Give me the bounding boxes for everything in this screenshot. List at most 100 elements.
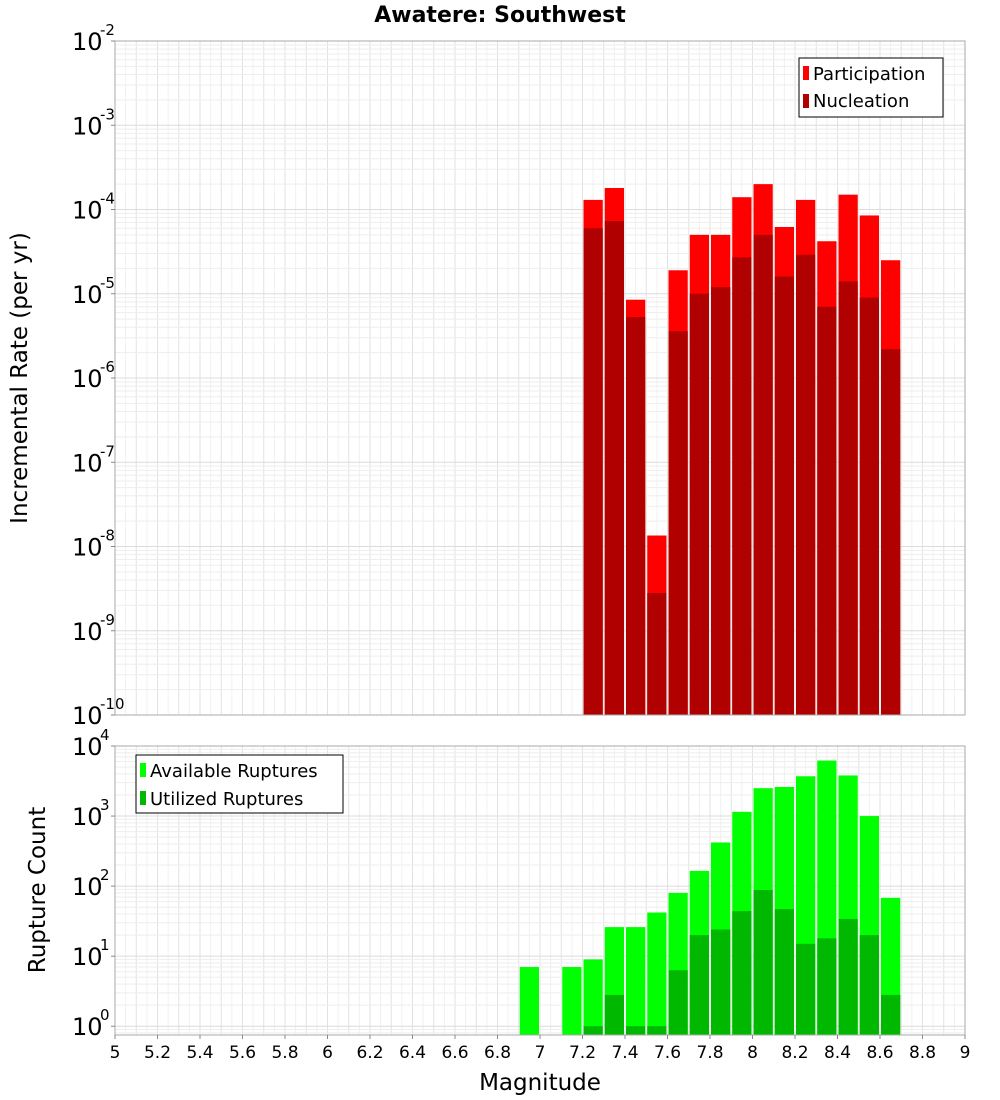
legend-utilized-label: Utilized Ruptures bbox=[150, 789, 303, 810]
x-tick-label: 8.4 bbox=[824, 1043, 851, 1063]
bottom-utilized-ruptures-bar bbox=[689, 935, 709, 1035]
y-tick-base: 10 bbox=[72, 449, 103, 477]
y-tick-exponent: -7 bbox=[100, 442, 115, 460]
y-tick-base: 10 bbox=[72, 803, 103, 831]
x-tick-label: 5.2 bbox=[144, 1043, 171, 1063]
top-nucleation-bar bbox=[838, 281, 858, 715]
bottom-utilized-ruptures-bar bbox=[647, 1026, 667, 1035]
bottom-bars bbox=[519, 760, 901, 1035]
bottom-utilized-ruptures-bar bbox=[796, 943, 816, 1035]
bottom-legend: Available Ruptures Utilized Ruptures bbox=[135, 754, 344, 814]
y-tick-exponent: -10 bbox=[100, 695, 125, 713]
x-tick-label: 7.4 bbox=[611, 1043, 638, 1063]
y-tick-base: 10 bbox=[72, 365, 103, 393]
legend-utilized-swatch bbox=[140, 791, 146, 805]
top-legend: Participation Nucleation bbox=[798, 57, 944, 118]
y-tick-label: 103 bbox=[72, 796, 115, 831]
x-tick-label: 7.6 bbox=[654, 1043, 681, 1063]
x-tick-label: 8.2 bbox=[781, 1043, 808, 1063]
top-nucleation-bar bbox=[774, 276, 794, 715]
y-tick-label: 10-7 bbox=[72, 442, 115, 477]
top-nucleation-bar bbox=[859, 297, 879, 715]
x-tick-label: 8.8 bbox=[909, 1043, 936, 1063]
x-tick-label: 7 bbox=[535, 1043, 546, 1063]
x-tick-label: 8 bbox=[747, 1043, 758, 1063]
y-tick-base: 10 bbox=[72, 618, 103, 646]
y-tick-base: 10 bbox=[72, 873, 103, 901]
legend-nucleation-swatch bbox=[803, 94, 809, 108]
x-tick-label: 5 bbox=[110, 1043, 121, 1063]
chart-title: Awatere: Southwest bbox=[374, 3, 626, 28]
top-nucleation-bar bbox=[626, 316, 646, 715]
y-tick-exponent: 0 bbox=[100, 1006, 110, 1024]
top-nucleation-bar bbox=[796, 254, 816, 715]
y-tick-label: 104 bbox=[72, 726, 115, 761]
y-tick-label: 100 bbox=[72, 1006, 115, 1041]
x-tick-label: 5.6 bbox=[229, 1043, 256, 1063]
x-tick-label: 6.4 bbox=[399, 1043, 426, 1063]
x-tick-label: 6 bbox=[322, 1043, 333, 1063]
top-nucleation-bar bbox=[647, 593, 667, 715]
top-nucleation-bar bbox=[732, 257, 752, 715]
bottom-utilized-ruptures-bar bbox=[604, 994, 624, 1035]
bottom-utilized-ruptures-bar bbox=[817, 938, 837, 1035]
top-gridlines bbox=[114, 40, 966, 716]
bottom-available-ruptures-bar bbox=[626, 927, 646, 1035]
y-tick-base: 10 bbox=[72, 943, 103, 971]
y-tick-base: 10 bbox=[72, 197, 103, 225]
top-nucleation-bar bbox=[689, 293, 709, 715]
x-tick-label: 5.8 bbox=[271, 1043, 298, 1063]
bottom-available-ruptures-bar bbox=[647, 912, 667, 1035]
y-tick-exponent: -8 bbox=[100, 527, 115, 545]
y-tick-exponent: 1 bbox=[100, 936, 110, 954]
y-tick-label: 101 bbox=[72, 936, 115, 971]
legend-nucleation-label: Nucleation bbox=[813, 91, 909, 112]
bottom-utilized-ruptures-bar bbox=[859, 935, 879, 1035]
bottom-utilized-ruptures-bar bbox=[753, 890, 773, 1035]
y-tick-exponent: -5 bbox=[100, 274, 115, 292]
legend-participation-swatch bbox=[803, 66, 809, 80]
y-tick-label: 10-10 bbox=[72, 695, 125, 730]
bottom-y-axis-label: Rupture Count bbox=[25, 807, 51, 973]
x-tick-label: 9 bbox=[960, 1043, 971, 1063]
bottom-utilized-ruptures-bar bbox=[838, 918, 858, 1035]
top-nucleation-bar bbox=[881, 349, 901, 715]
x-axis-label: Magnitude bbox=[479, 1070, 601, 1096]
x-tick-label: 7.2 bbox=[569, 1043, 596, 1063]
top-nucleation-bar bbox=[753, 234, 773, 716]
top-nucleation-bar bbox=[604, 221, 624, 715]
top-bars bbox=[583, 184, 901, 716]
bottom-available-ruptures-bar bbox=[583, 959, 603, 1035]
legend-available-swatch bbox=[140, 763, 146, 777]
y-tick-label: 10-9 bbox=[72, 611, 115, 646]
x-tick-label: 5.4 bbox=[186, 1043, 213, 1063]
y-tick-exponent: -9 bbox=[100, 611, 115, 629]
bottom-available-ruptures-bar bbox=[562, 967, 582, 1035]
bottom-utilized-ruptures-bar bbox=[626, 1026, 646, 1035]
x-tick-label: 7.8 bbox=[696, 1043, 723, 1063]
top-y-axis-label: Incremental Rate (per yr) bbox=[7, 232, 33, 524]
top-nucleation-bar bbox=[711, 287, 731, 715]
y-tick-base: 10 bbox=[72, 733, 103, 761]
y-tick-base: 10 bbox=[72, 112, 103, 140]
bottom-utilized-ruptures-bar bbox=[583, 1026, 603, 1035]
x-tick-label: 6.2 bbox=[356, 1043, 383, 1063]
top-nucleation-bar bbox=[668, 331, 688, 715]
y-tick-label: 10-5 bbox=[72, 274, 115, 309]
bottom-utilized-ruptures-bar bbox=[668, 970, 688, 1035]
y-tick-label: 102 bbox=[72, 866, 115, 901]
y-tick-base: 10 bbox=[72, 28, 103, 56]
y-tick-exponent: 4 bbox=[100, 726, 110, 744]
y-tick-exponent: 3 bbox=[100, 796, 110, 814]
bottom-utilized-ruptures-bar bbox=[881, 994, 901, 1035]
y-tick-label: 10-4 bbox=[72, 190, 115, 225]
bottom-utilized-ruptures-bar bbox=[711, 929, 731, 1035]
y-tick-label: 10-6 bbox=[72, 358, 115, 393]
legend-participation-label: Participation bbox=[813, 64, 925, 85]
x-tick-label: 6.8 bbox=[484, 1043, 511, 1063]
bottom-utilized-ruptures-bar bbox=[732, 911, 752, 1035]
y-tick-exponent: -3 bbox=[100, 105, 115, 123]
